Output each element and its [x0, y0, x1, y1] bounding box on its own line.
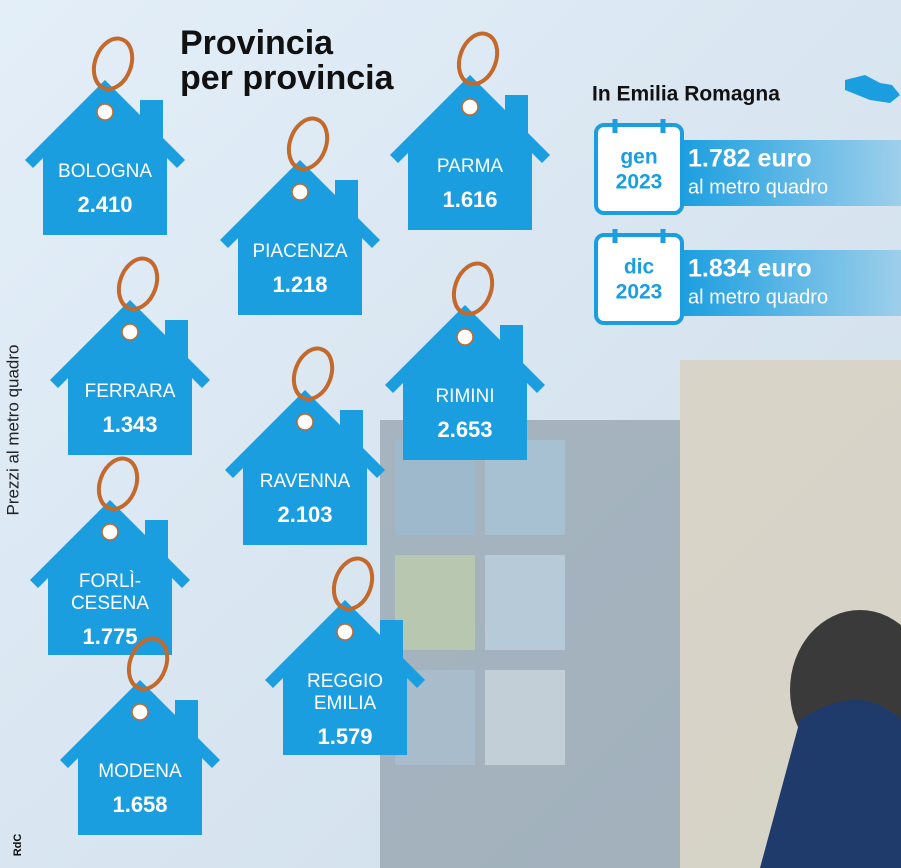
house-tag: MODENA 1.658: [60, 636, 220, 835]
house-name: PARMA: [437, 156, 503, 177]
stat-price: 1.782 euro: [688, 145, 812, 173]
house-tag: RIMINI 2.653: [385, 261, 545, 460]
house-tag: PARMA 1.616: [390, 31, 550, 230]
region-title: In Emilia Romagna: [592, 83, 780, 106]
house-price: 1.343: [102, 412, 157, 437]
hanger-loop: [451, 261, 495, 316]
hanger-loop: [286, 116, 330, 171]
house-price: 2.653: [437, 417, 492, 442]
hanger-hole: [291, 183, 309, 201]
house-shape: [25, 80, 185, 235]
house-tag: FORLÌ-CESENA 1.775: [30, 456, 190, 655]
house-name: FERRARA: [85, 381, 176, 402]
hanger-hole: [121, 323, 139, 341]
house-shape: [220, 160, 380, 315]
calendar: [594, 123, 684, 215]
house-price: 1.218: [272, 272, 327, 297]
house-name: RIMINI: [435, 386, 494, 407]
hanger-hole: [101, 523, 119, 541]
hanger-loop: [91, 36, 135, 91]
stat-month: dic: [624, 256, 655, 279]
hanger-hole: [296, 413, 314, 431]
side-label: Prezzi al metro quadro: [3, 344, 22, 515]
house-price: 1.658: [112, 792, 167, 817]
house-name: CESENA: [71, 593, 149, 614]
hanger-hole: [461, 98, 479, 116]
house-shape: [50, 300, 210, 455]
stat-unit: al metro quadro: [688, 286, 828, 308]
house-shape: [265, 600, 425, 755]
photo: [380, 360, 901, 868]
hanger-hole: [456, 328, 474, 346]
house-name: MODENA: [98, 761, 182, 782]
house-shape: [30, 500, 190, 655]
stat-year: 2023: [616, 281, 663, 304]
house-name: EMILIA: [314, 693, 377, 714]
region-map: [845, 75, 900, 103]
hanger-hole: [336, 623, 354, 641]
house-name: BOLOGNA: [58, 161, 152, 182]
house-name: FORLÌ-: [79, 571, 141, 592]
house-tag: BOLOGNA 2.410: [25, 36, 185, 235]
stat-month: gen: [620, 146, 657, 169]
house-tag: PIACENZA 1.218: [220, 116, 380, 315]
stat-unit: al metro quadro: [688, 176, 828, 198]
house-name: REGGIO: [307, 671, 383, 692]
house-price: 1.579: [317, 724, 372, 749]
house-shape: [60, 680, 220, 835]
hanger-loop: [291, 346, 335, 401]
title-line: Provincia: [180, 24, 334, 62]
hanger-hole: [96, 103, 114, 121]
stat-year: 2023: [616, 171, 663, 194]
house-price: 1.775: [82, 624, 137, 649]
hanger-loop: [456, 31, 500, 86]
house-name: PIACENZA: [252, 241, 347, 262]
hanger-loop: [126, 636, 170, 691]
stat-price: 1.834 euro: [688, 255, 812, 283]
house-shape: [390, 75, 550, 230]
house-price: 1.616: [442, 187, 497, 212]
house-tag: FERRARA 1.343: [50, 256, 210, 455]
house-tag: RAVENNA 2.103: [225, 346, 385, 545]
hanger-loop: [116, 256, 160, 311]
house-name: RAVENNA: [260, 471, 351, 492]
house-price: 2.410: [77, 192, 132, 217]
hanger-loop: [96, 456, 140, 511]
hanger-hole: [131, 703, 149, 721]
title-line: per provincia: [180, 59, 395, 97]
calendar: [594, 233, 684, 325]
house-shape: [225, 390, 385, 545]
house-shape: [385, 305, 545, 460]
hanger-loop: [331, 556, 375, 611]
credit: RdC: [12, 834, 24, 857]
stat-band: [680, 250, 901, 316]
house-price: 2.103: [277, 502, 332, 527]
stat-band: [680, 140, 901, 206]
